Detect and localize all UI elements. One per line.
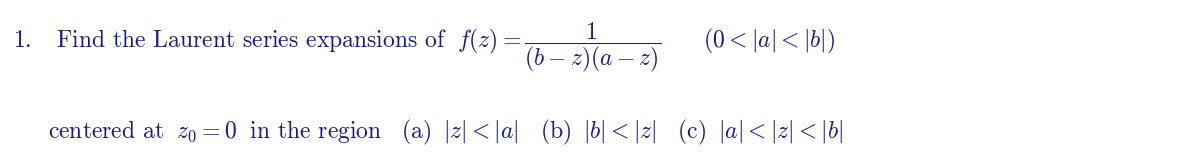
Text: $1.\quad \text{Find the Laurent series expansions of }\; f(z) = \dfrac{1}{(b-z)(: $1.\quad \text{Find the Laurent series e… (13, 20, 835, 74)
Text: $\text{centered at }\; z_0 = 0 \;\text{ in the region} \quad \text{(a)} \;\; |z|: $\text{centered at }\; z_0 = 0 \;\text{ … (48, 117, 844, 147)
